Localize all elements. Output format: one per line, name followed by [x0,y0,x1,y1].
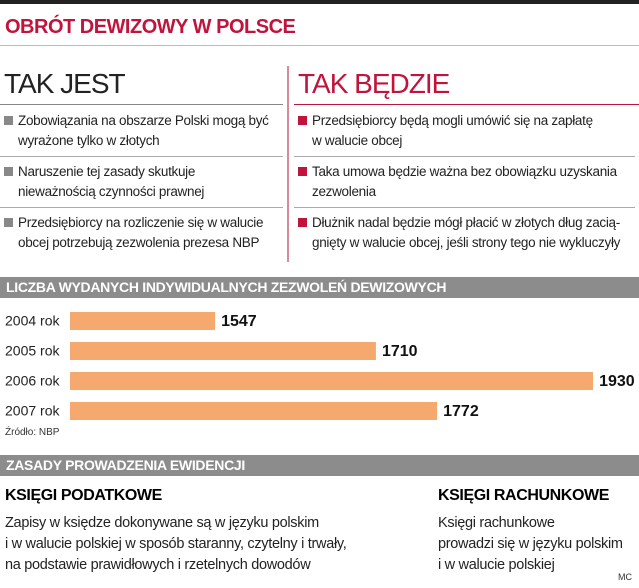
value-label: 1547 [221,313,257,330]
value-label: 1930 [599,373,635,390]
divider [287,66,289,262]
bullet [298,218,307,227]
column-heading: KSIĘGI RACHUNKOWE [438,487,609,504]
bar [70,402,438,420]
item-line: Zobowiązania na obszarze Polski mogą być [18,113,269,128]
item-line: obcej potrzebują zezwolenia prezesa NBP [18,235,260,250]
item-rule [0,156,283,157]
text-line: prowadzi się w języku polskim [438,536,623,552]
list-item: Dłużnik nadal będzie mógł płacić w złoty… [298,213,620,253]
item-line: Przedsiębiorcy na rozliczenie się w walu… [18,215,264,230]
item-line: Naruszenie tej zasady skutkuje [18,164,196,179]
chart: 2004 rok 1547 2005 rok 1710 2006 rok 1930 2007… [5,312,635,420]
list-item: Przedsiębiorcy na rozliczenie się w walu… [4,213,264,253]
bar [70,312,216,330]
bar [70,372,594,390]
chart-title: LICZBA WYDANYCH INDYWIDUALNYCH ZEZWOLEŃ … [0,277,639,298]
bullet [4,167,13,176]
bullet [298,167,307,176]
column-text: Księgi rachunkowe prowadzi się w języku p… [438,513,623,576]
category-label: 2007 rok [5,403,60,419]
item-line: w walucie obcej [312,133,403,148]
text-line: i w walucie polskiej [438,557,555,573]
text-line: Zapisy w księdze dokonywane są w języku … [5,515,319,531]
item-line: zezwolenia [312,184,376,199]
text-line: Księgi rachunkowe [438,515,555,531]
left-heading: TAK JEST [4,68,126,99]
list-item: Zobowiązania na obszarze Polski mogą być… [4,111,269,151]
item-rule [0,207,283,208]
left-rule [0,104,283,105]
item-line: Taka umowa będzie ważna bez obowiązku uz… [312,164,617,179]
bullet [4,116,13,125]
list-item: Przedsiębiorcy będą mogli umówić się na … [298,111,593,151]
title: OBRÓT DEWIZOWY W POLSCE [5,16,296,38]
item-line: wyrażone tylko w złotych [18,133,160,148]
bullet [298,116,307,125]
credit: MC [618,572,632,582]
right-heading: TAK BĘDZIE [298,68,450,99]
value-label: 1772 [443,403,479,420]
category-label: 2005 rok [5,343,60,359]
category-label: 2004 rok [5,313,60,329]
list-item: Taka umowa będzie ważna bez obowiązku uz… [298,162,617,202]
bar [70,342,376,360]
item-line: Przedsiębiorcy będą mogli umówić się na … [312,113,593,128]
item-rule [294,156,635,157]
category-label: 2006 rok [5,373,60,389]
right-rule [294,104,639,105]
source: Źródło: NBP [5,427,60,438]
text-line: i w walucie polskiej w sposób staranny, … [5,536,347,552]
value-label: 1710 [382,343,418,360]
item-line: nieważnością czynności prawnej [18,184,205,199]
column-text: Zapisy w księdze dokonywane są w języku … [5,513,347,576]
item-rule [294,207,635,208]
top-rule [0,0,639,4]
title-rule [0,45,639,46]
text-line: na podstawie prawidłowych i rzetelnych d… [5,557,311,573]
section-title: ZASADY PROWADZENIA EWIDENCJI [0,455,639,476]
item-line: Dłużnik nadal będzie mógł płacić w złoty… [312,215,620,230]
column-heading: KSIĘGI PODATKOWE [5,487,162,504]
bullet [4,218,13,227]
list-item: Naruszenie tej zasady skutkuje nieważnośc… [4,162,204,202]
item-line: gnięty w walucie obcej, jeśli strony teg… [312,235,621,250]
